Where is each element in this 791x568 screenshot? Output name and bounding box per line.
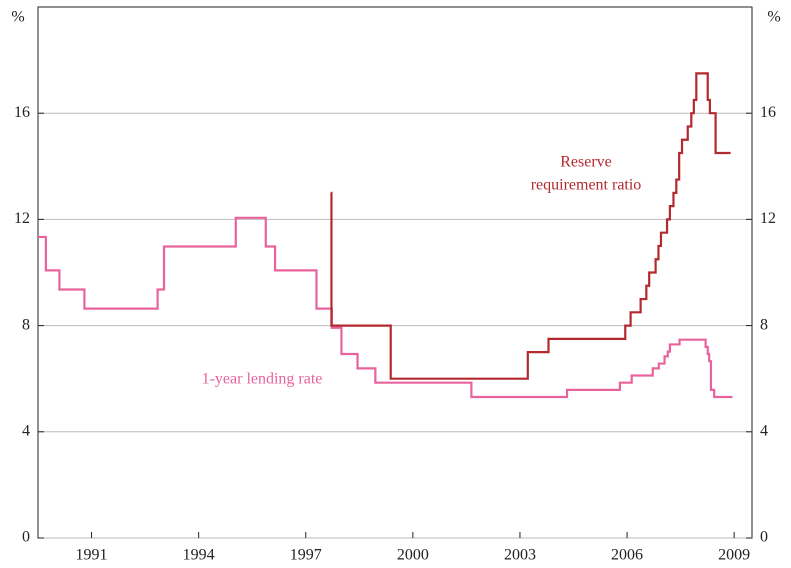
y-tick-label: 12 [14,210,30,227]
y-tick-label: 16 [14,104,30,121]
y-tick-label: 0 [22,529,30,546]
x-tick-label: 2003 [504,547,536,564]
x-tick-label: 2006 [611,547,643,564]
y2-tick-label: 4 [760,422,768,439]
y-tick-label: 4 [22,422,30,439]
y2-unit: % [767,9,780,26]
y-tick-label: 8 [22,316,30,333]
y2-tick-label: 0 [760,529,768,546]
plot-frame [37,6,753,539]
y-unit: % [11,9,24,26]
x-tick-label: 2000 [397,547,429,564]
series-line [38,216,733,399]
y2-tick-label: 12 [760,210,776,227]
annotation: requirement ratio [531,177,642,194]
x-tick-label: 2009 [718,547,750,564]
series-line [330,72,731,380]
annotation: 1-year lending rate [202,371,323,388]
annotation: Reserve [560,154,612,171]
x-tick-label: 1994 [183,547,215,564]
x-tick-label: 1991 [76,547,108,564]
y2-tick-label: 16 [760,104,776,121]
y2-tick-label: 8 [760,316,768,333]
x-tick-label: 1997 [290,547,322,564]
